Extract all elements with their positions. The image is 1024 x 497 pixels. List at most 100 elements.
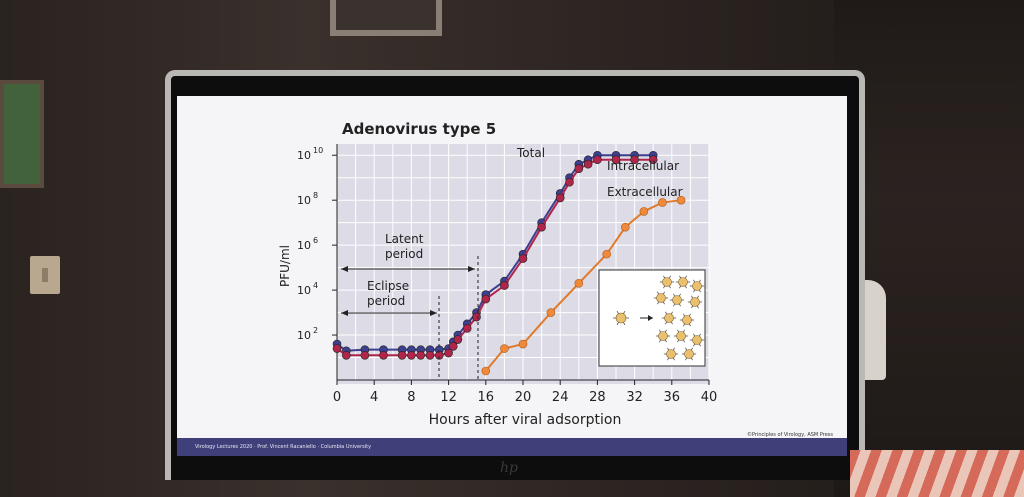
series-line — [485, 199, 682, 372]
data-point — [500, 281, 509, 290]
data-point — [453, 335, 463, 344]
eclipse-label-2: period — [367, 294, 405, 308]
virus-capsid — [615, 312, 627, 324]
y-axis-label: PFU/ml — [278, 245, 292, 287]
data-point — [648, 155, 658, 165]
x-tick-label: 16 — [478, 390, 495, 405]
x-tick-label: 12 — [440, 390, 457, 405]
virus-particle-icon — [613, 310, 629, 326]
footer-right-text: ©Principles of Virology, ASM Press — [747, 431, 833, 438]
virus-particle-icon — [681, 347, 697, 361]
chart-title: Adenovirus type 5 — [342, 120, 496, 138]
virus-capsid — [692, 335, 702, 345]
x-tick-label: 32 — [626, 390, 643, 405]
y-tick-label: 10 — [297, 329, 311, 342]
y-tick-label: 10 — [297, 194, 311, 207]
virus-particle-icon — [655, 329, 671, 343]
data-point — [332, 344, 342, 353]
data-point — [546, 308, 556, 317]
virus-capsid — [690, 297, 700, 307]
virus-capsid — [692, 281, 702, 291]
virus-particle-icon — [659, 275, 675, 289]
y-tick-label: 10 — [297, 149, 311, 162]
x-tick-label: 8 — [407, 390, 415, 405]
light-switch — [30, 256, 60, 294]
growth-curve-chart: Adenovirus type 5 PFU/ml Hours after vir… — [177, 120, 847, 456]
data-point — [583, 159, 593, 169]
virus-particle-icon — [661, 311, 677, 325]
data-point — [537, 222, 546, 232]
data-point — [593, 155, 602, 165]
wall-painting — [0, 80, 44, 188]
latent-label-2: period — [385, 247, 423, 261]
virus-capsid — [656, 293, 666, 303]
slide-screen: Adenovirus type 5 PFU/ml Hours after vir… — [177, 96, 847, 456]
virus-particle-icon — [669, 293, 685, 307]
latent-label-1: Latent — [385, 232, 424, 246]
virus-particle-icon — [663, 347, 679, 361]
data-point — [518, 339, 528, 349]
label-extracellular: Extracellular — [607, 185, 683, 199]
hp-logo-icon: hp — [500, 460, 518, 476]
virus-particle-icon — [689, 279, 705, 293]
y-tick-exponent: 4 — [313, 281, 318, 290]
data-point — [574, 279, 584, 288]
virus-capsid — [678, 277, 688, 287]
y-tick-label: 10 — [297, 284, 311, 297]
x-tick-label: 36 — [664, 390, 681, 405]
data-point — [602, 249, 612, 259]
data-point — [658, 198, 667, 207]
data-point — [379, 350, 388, 360]
data-point — [397, 350, 407, 360]
x-tick-label: 24 — [552, 390, 569, 405]
virus-capsid — [682, 315, 692, 325]
data-point — [425, 350, 435, 360]
x-tick-label: 20 — [515, 390, 532, 405]
virus-particle-icon — [689, 333, 705, 347]
y-tick-exponent: 6 — [313, 236, 318, 245]
x-tick-label: 0 — [333, 390, 341, 405]
series-lines — [332, 150, 686, 376]
virus-capsid — [666, 349, 676, 359]
virus-capsid — [672, 295, 682, 305]
striped-cloth — [850, 450, 1024, 497]
virus-particle-icon — [687, 295, 703, 309]
data-point — [407, 350, 416, 360]
slide-footer — [177, 438, 847, 456]
virus-capsid — [684, 349, 694, 359]
data-point — [416, 350, 425, 360]
x-axis-label: Hours after viral adsorption — [429, 412, 622, 428]
virus-inset — [598, 269, 706, 367]
virus-particle-icon — [673, 329, 689, 343]
x-tick-label: 40 — [701, 390, 718, 405]
virus-particle-icon — [679, 313, 695, 327]
y-tick-exponent: 2 — [313, 326, 318, 335]
data-point — [472, 312, 481, 322]
data-point — [360, 350, 370, 360]
data-point — [462, 324, 472, 333]
virus-particle-icon — [653, 291, 669, 305]
data-point — [448, 341, 458, 351]
eclipse-label-1: Eclipse — [367, 279, 409, 293]
label-total: Total — [516, 146, 545, 160]
data-point — [481, 294, 491, 304]
y-tick-exponent: 10 — [313, 146, 323, 155]
data-point — [574, 164, 584, 174]
virus-particle-icon — [675, 275, 691, 289]
x-ticks: 0 4 8 12 16 20 24 28 32 36 40 — [333, 380, 717, 405]
picture-frame — [330, 0, 442, 36]
y-tick-label: 10 — [297, 239, 311, 252]
data-point — [620, 222, 630, 232]
data-point — [500, 344, 509, 353]
data-point — [342, 350, 351, 360]
virus-capsid — [662, 277, 672, 287]
footer-left-text: Virology Lectures 2020 · Prof. Vincent R… — [195, 444, 371, 450]
x-tick-label: 4 — [370, 390, 378, 405]
data-point — [630, 155, 639, 165]
virus-capsid — [658, 331, 668, 341]
data-point — [639, 207, 649, 216]
label-intracellular: Intracellular — [607, 159, 679, 173]
data-point — [481, 366, 491, 376]
data-point — [444, 348, 453, 358]
